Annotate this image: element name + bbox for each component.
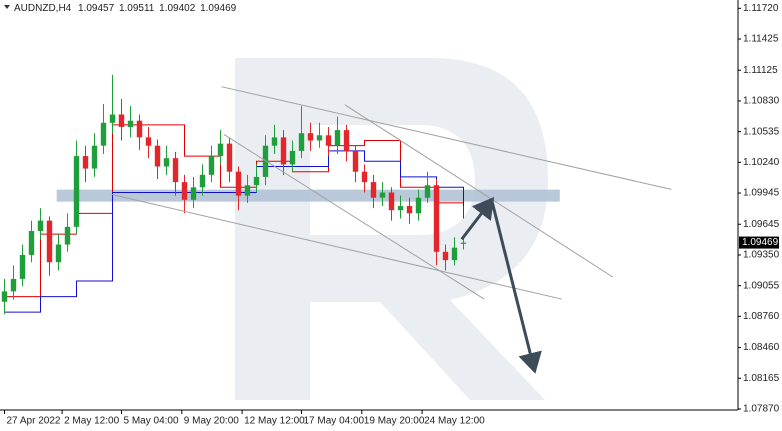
watermark (235, 58, 548, 400)
x-tick-label: 27 Apr 2022 (7, 416, 61, 427)
y-tick-label: 1.10535 (743, 126, 780, 137)
y-tick-label: 1.11125 (743, 65, 778, 76)
candle-body (298, 133, 305, 151)
trend-line (223, 134, 485, 300)
candle-body (37, 220, 44, 232)
y-tick-label: 1.11720 (743, 3, 779, 14)
candle-body (361, 171, 368, 183)
trend-line (111, 193, 562, 300)
candle-body (109, 114, 116, 123)
candle-body (208, 156, 215, 175)
candle-body (352, 150, 359, 172)
candle-body (73, 156, 80, 227)
y-tick-label: 1.08165 (743, 373, 780, 384)
candle-body (145, 137, 152, 146)
candle-body (397, 206, 404, 211)
candle-body (451, 247, 458, 261)
candle-body (154, 145, 161, 167)
price-label-box (739, 236, 779, 249)
candle-body (28, 231, 35, 255)
candle-body (343, 130, 350, 151)
candle-body (253, 176, 260, 186)
candle-body (244, 185, 251, 196)
x-tick-label: 5 May 04:00 (124, 416, 179, 427)
y-tick-label: 1.08760 (743, 311, 780, 322)
candle-body (64, 226, 71, 245)
candle-body (100, 122, 107, 146)
symbol: AUDNZD,H4 (14, 3, 72, 14)
y-tick-label: 1.09350 (743, 250, 780, 261)
y-tick-label: 1.08460 (743, 342, 780, 353)
candle-body (442, 251, 449, 261)
candle-body (289, 150, 296, 165)
candle-body (307, 133, 314, 141)
y-tick-label: 1.10240 (743, 157, 780, 168)
candle-body (424, 185, 431, 198)
candle-body (406, 206, 413, 214)
menu-triangle (4, 5, 10, 9)
header-low: 1.09402 (159, 3, 196, 14)
candle-body (226, 143, 233, 172)
header-close: 1.09469 (200, 3, 237, 14)
candle-body (316, 135, 323, 141)
candle-body (136, 120, 143, 138)
x-tick-label: 24 May 12:00 (424, 416, 485, 427)
x-tick-label: 19 May 20:00 (364, 416, 425, 427)
candle-body (190, 187, 197, 200)
candle-body (127, 120, 134, 127)
candle-body (199, 174, 206, 188)
candle-body (388, 192, 395, 211)
candle-body (271, 137, 278, 146)
candle-body (82, 156, 89, 169)
candle-body (325, 135, 332, 146)
price-label: 1.09469 (742, 237, 779, 248)
candle-body (379, 192, 386, 198)
candle-body (181, 182, 188, 200)
y-tick-label: 1.10830 (743, 96, 780, 107)
header-open: 1.09457 (78, 3, 115, 14)
candle-body (280, 137, 287, 165)
plot-area (1, 74, 672, 374)
y-tick-label: 1.11425 (743, 34, 779, 45)
candle-body (91, 145, 98, 169)
x-tick-label: 2 May 12:00 (64, 416, 119, 427)
candle-body (235, 171, 242, 196)
candle-body (460, 242, 467, 244)
x-tick-label: 12 May 12:00 (244, 416, 305, 427)
candle-body (415, 197, 422, 214)
chart-header: AUDNZD,H4 1.09457 1.09511 1.09402 1.0946… (14, 3, 237, 14)
forecast-arrow (460, 197, 495, 241)
candle-body (19, 254, 26, 279)
candle-body (370, 182, 377, 198)
trend-line (221, 86, 672, 190)
candle-body (334, 130, 341, 146)
header-high: 1.09511 (119, 3, 155, 14)
x-tick-label: 17 May 04:00 (304, 416, 365, 427)
trend-line (344, 104, 614, 278)
forecast-arrow (490, 202, 542, 374)
candle-body (433, 185, 440, 252)
support-band (56, 189, 560, 202)
candle-body (10, 278, 17, 292)
candle-body (46, 220, 53, 263)
y-tick-label: 1.09055 (743, 280, 780, 291)
y-tick-label: 1.09645 (743, 219, 780, 230)
y-tick-label: 1.09945 (743, 188, 780, 199)
x-tick-label: 9 May 20:00 (184, 416, 239, 427)
candle-body (163, 158, 170, 167)
candle-body (118, 114, 125, 127)
candle-body (172, 158, 179, 183)
candle-body (1, 291, 8, 302)
y-tick-label: 1.07870 (743, 404, 780, 415)
candle-body (55, 244, 62, 263)
candle-body (217, 143, 224, 157)
